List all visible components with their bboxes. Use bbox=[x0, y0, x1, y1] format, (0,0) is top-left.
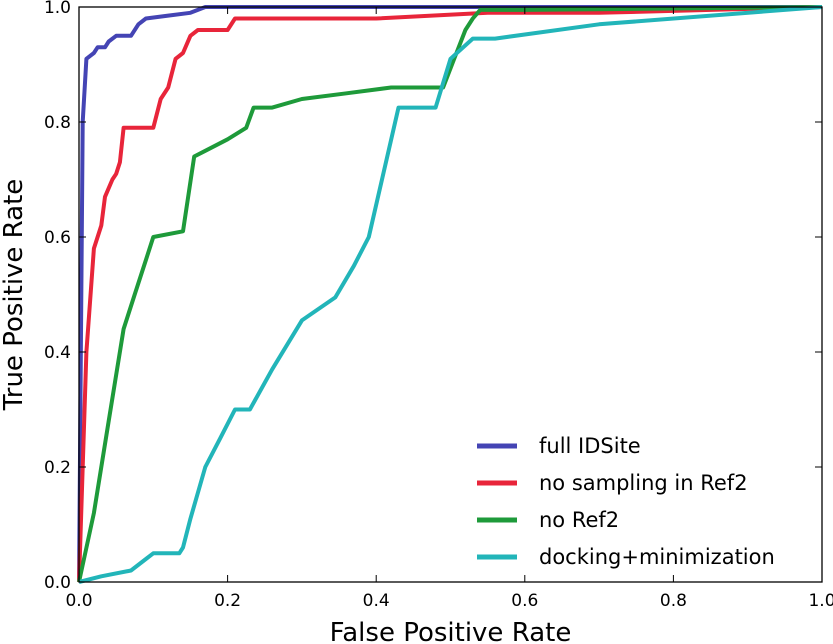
x-tick-label: 0.0 bbox=[65, 591, 92, 611]
legend: full IDSite no sampling in Ref2 no Ref2 doc… bbox=[477, 434, 775, 569]
legend-label: full IDSite bbox=[539, 434, 641, 458]
axis-ticks: 0.0 0.2 0.4 0.6 0.8 1.0 0.0 0.2 0.4 0.6 0.8 1.0 bbox=[44, 0, 833, 611]
x-tick-label: 0.6 bbox=[511, 591, 538, 611]
x-tick-label: 0.8 bbox=[660, 591, 687, 611]
y-axis-title: True Positive Rate bbox=[0, 179, 29, 412]
y-tick-label: 0.8 bbox=[44, 113, 71, 133]
plot-lines bbox=[77, 5, 823, 584]
legend-label: no Ref2 bbox=[539, 508, 619, 532]
x-axis-title: False Positive Rate bbox=[330, 618, 572, 644]
legend-label: no sampling in Ref2 bbox=[539, 471, 748, 495]
series-line-1 bbox=[77, 5, 823, 583]
y-tick-label: 0.0 bbox=[44, 573, 71, 593]
x-tick-label: 1.0 bbox=[808, 591, 833, 611]
legend-label: docking+minimization bbox=[539, 545, 775, 569]
x-tick-label: 0.4 bbox=[363, 591, 390, 611]
y-tick-label: 0.2 bbox=[44, 458, 71, 478]
x-tick-label: 0.2 bbox=[214, 591, 241, 611]
series-line-0 bbox=[77, 5, 822, 583]
series-line-3 bbox=[78, 5, 823, 584]
series-line-2 bbox=[77, 5, 823, 583]
y-tick-label: 0.4 bbox=[44, 343, 71, 363]
y-tick-label: 1.0 bbox=[44, 0, 71, 18]
plot-frame bbox=[78, 6, 823, 583]
y-tick-label: 0.6 bbox=[44, 228, 71, 248]
